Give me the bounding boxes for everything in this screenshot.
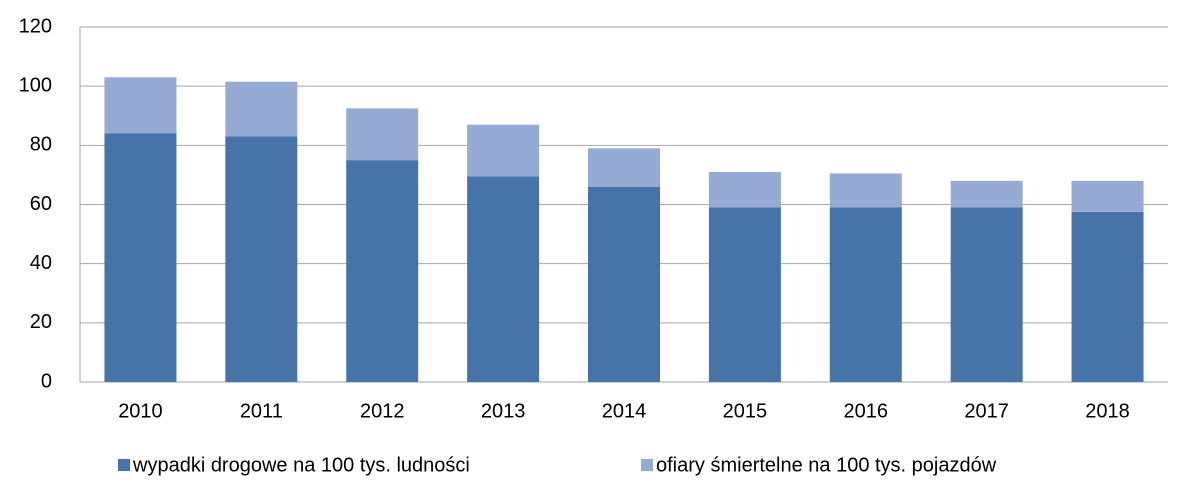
bar-segment xyxy=(950,207,1023,382)
bar-segment xyxy=(1071,211,1144,382)
bar-segment xyxy=(708,171,781,208)
bar-segment xyxy=(588,186,660,382)
y-tick-label: 120 xyxy=(19,15,52,37)
bar-segment xyxy=(104,77,177,134)
y-tick-label: 60 xyxy=(30,193,52,215)
bar-segment xyxy=(1071,180,1144,212)
y-tick-label: 40 xyxy=(30,252,52,274)
x-tick-label: 2013 xyxy=(481,400,526,422)
bar-segment xyxy=(346,160,419,382)
x-tick-label: 2016 xyxy=(844,400,889,422)
legend-label: ofiary śmiertelne na 100 tys. pojazdów xyxy=(656,454,997,476)
y-tick-label: 100 xyxy=(19,74,52,96)
bar-segment xyxy=(225,136,298,382)
bar-segment xyxy=(588,148,660,187)
y-tick-label: 20 xyxy=(30,311,52,333)
y-tick-label: 0 xyxy=(41,370,52,392)
x-tick-label: 2014 xyxy=(602,400,647,422)
bar-segment xyxy=(346,108,419,161)
bar-segment xyxy=(708,207,781,382)
bar-segment xyxy=(829,207,902,382)
bar-segment xyxy=(829,173,902,208)
legend-swatch xyxy=(641,459,653,471)
x-tick-label: 2010 xyxy=(118,400,163,422)
x-tick-label: 2017 xyxy=(964,400,1009,422)
bar-segment xyxy=(104,133,177,382)
x-tick-label: 2012 xyxy=(360,400,405,422)
x-tick-label: 2011 xyxy=(240,400,283,422)
legend-swatch xyxy=(118,459,130,471)
bar-segment xyxy=(950,180,1023,208)
legend-label: wypadki drogowe na 100 tys. ludności xyxy=(132,454,470,476)
x-tick-label: 2015 xyxy=(723,400,768,422)
x-tick-label: 2018 xyxy=(1085,400,1130,422)
bar-segment xyxy=(225,81,298,137)
bar-segment xyxy=(467,176,540,382)
bar-segment xyxy=(467,124,540,177)
y-tick-label: 80 xyxy=(30,134,52,156)
